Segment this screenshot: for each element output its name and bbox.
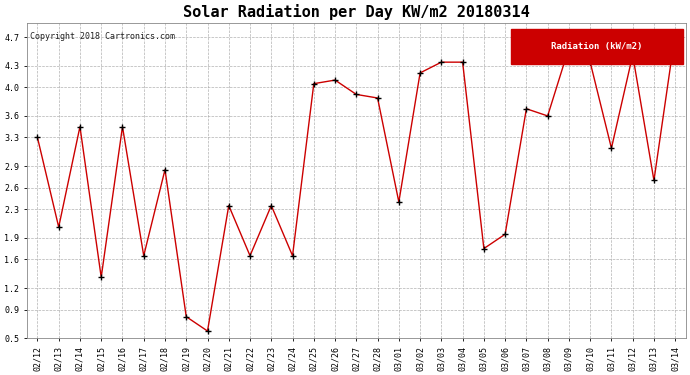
FancyBboxPatch shape [511,29,682,64]
Text: Radiation (kW/m2): Radiation (kW/m2) [551,42,642,51]
Text: Copyright 2018 Cartronics.com: Copyright 2018 Cartronics.com [30,32,175,41]
Title: Solar Radiation per Day KW/m2 20180314: Solar Radiation per Day KW/m2 20180314 [183,4,530,20]
